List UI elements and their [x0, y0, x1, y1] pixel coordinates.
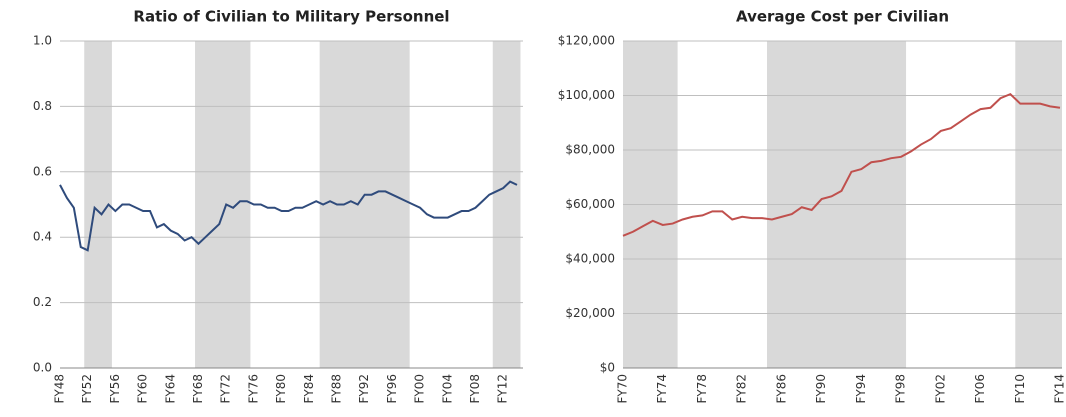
x-tick-label: FY80 — [274, 374, 288, 404]
y-tick-label: 1.0 — [33, 34, 52, 48]
x-tick-label: FY08 — [468, 374, 482, 404]
x-tick-label: FY12 — [496, 374, 510, 404]
y-tick-label: $60,000 — [565, 197, 615, 211]
x-tick-label: FY68 — [191, 374, 205, 404]
y-tick-label: 0.8 — [33, 99, 52, 113]
x-tick-label: FY64 — [163, 374, 177, 404]
x-tick-label: FY90 — [814, 374, 828, 404]
x-tick-label: FY78 — [695, 374, 709, 404]
x-tick-label: FY14 — [1053, 374, 1066, 404]
x-tick-label: FY60 — [136, 374, 150, 404]
x-tick-label: FY86 — [774, 374, 788, 404]
x-tick-label: FY06 — [973, 374, 987, 404]
x-tick-label: FY72 — [219, 374, 233, 404]
x-tick-label: FY96 — [385, 374, 399, 404]
x-tick-label: FY88 — [329, 374, 343, 404]
x-tick-label: FY02 — [933, 374, 947, 404]
y-tick-label: $80,000 — [565, 143, 615, 157]
y-tick-label: $120,000 — [558, 34, 615, 48]
x-tick-label: FY00 — [413, 374, 427, 404]
x-tick-label: FY98 — [894, 374, 908, 404]
x-tick-label: FY56 — [108, 374, 122, 404]
x-tick-label: FY92 — [357, 374, 371, 404]
x-tick-label: FY76 — [246, 374, 260, 404]
x-tick-label: FY48 — [53, 374, 67, 404]
y-tick-label: $0 — [600, 361, 615, 375]
y-tick-label: 0.2 — [33, 295, 52, 309]
x-tick-label: FY04 — [440, 374, 454, 404]
x-tick-label: FY70 — [616, 374, 630, 404]
x-tick-label: FY82 — [735, 374, 749, 404]
x-tick-label: FY84 — [302, 374, 316, 404]
shaded-period — [493, 41, 521, 368]
chart-title: Average Cost per Civilian — [736, 8, 949, 26]
y-tick-label: $40,000 — [565, 252, 615, 266]
y-tick-label: 0.4 — [33, 230, 52, 244]
x-tick-label: FY10 — [1013, 374, 1027, 404]
x-tick-label: FY94 — [854, 374, 868, 404]
x-tick-label: FY74 — [655, 374, 669, 404]
y-tick-label: 0.6 — [33, 164, 52, 178]
shaded-period — [320, 41, 410, 368]
y-tick-label: 0.0 — [33, 361, 52, 375]
y-tick-label: $100,000 — [558, 88, 615, 102]
x-tick-label: FY52 — [80, 374, 94, 404]
shaded-period — [195, 41, 250, 368]
y-tick-label: $20,000 — [565, 306, 615, 320]
line-series — [60, 182, 517, 251]
chart-title: Ratio of Civilian to Military Personnel — [133, 8, 449, 26]
